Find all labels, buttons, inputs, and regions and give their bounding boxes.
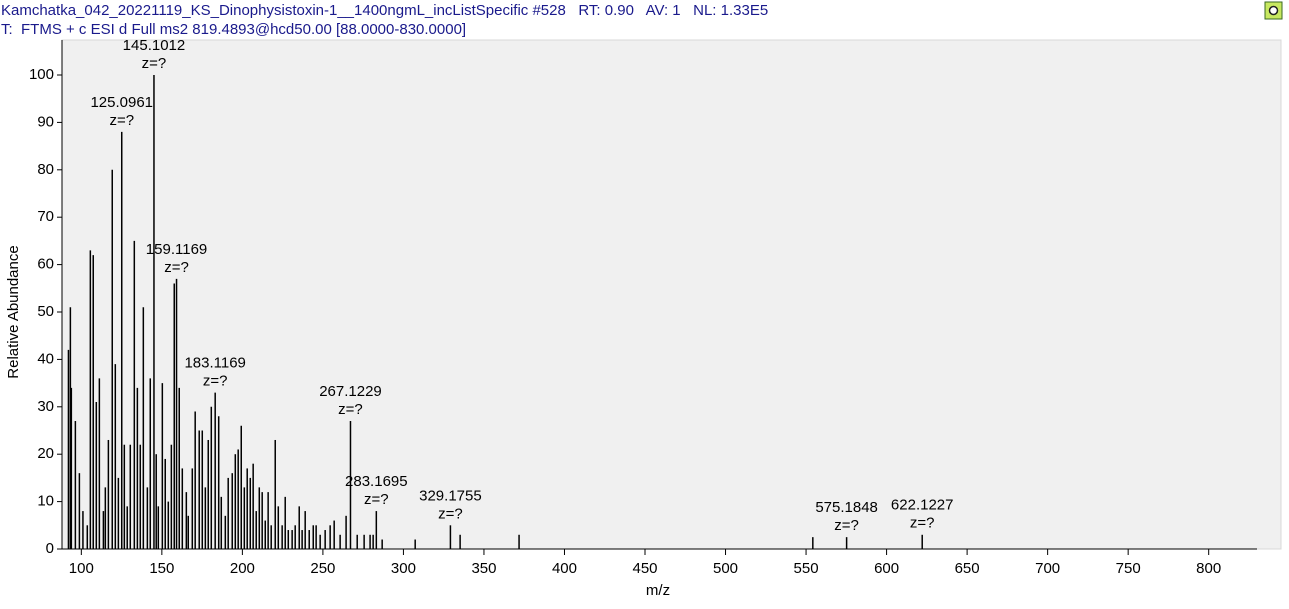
x-axis-label: m/z bbox=[646, 582, 670, 599]
peak-mz-label: 267.1229 bbox=[319, 383, 382, 400]
peak-charge-label: z=? bbox=[164, 259, 189, 276]
x-tick-label: 300 bbox=[391, 560, 416, 577]
x-tick-label: 250 bbox=[310, 560, 335, 577]
peak-mz-label: 283.1695 bbox=[345, 473, 408, 490]
y-tick-label: 60 bbox=[37, 256, 54, 273]
y-tick-label: 40 bbox=[37, 350, 54, 367]
y-tick-label: 30 bbox=[37, 398, 54, 415]
x-tick-label: 350 bbox=[471, 560, 496, 577]
x-tick-label: 150 bbox=[149, 560, 174, 577]
peak-charge-label: z=? bbox=[109, 112, 134, 129]
y-tick-label: 80 bbox=[37, 161, 54, 178]
peak-charge-label: z=? bbox=[910, 515, 935, 532]
peak-mz-label: 329.1755 bbox=[419, 487, 482, 504]
x-tick-label: 600 bbox=[874, 560, 899, 577]
peak-charge-label: z=? bbox=[203, 373, 228, 390]
peak-charge-label: z=? bbox=[834, 517, 859, 534]
x-tick-label: 750 bbox=[1116, 560, 1141, 577]
x-tick-label: 800 bbox=[1196, 560, 1221, 577]
peak-mz-label: 125.0961 bbox=[90, 94, 153, 111]
y-tick-label: 20 bbox=[37, 445, 54, 462]
peak-mz-label: 159.1169 bbox=[146, 241, 207, 258]
y-tick-label: 10 bbox=[37, 493, 54, 510]
y-tick-label: 70 bbox=[37, 208, 54, 225]
plot-area bbox=[61, 39, 1282, 550]
peak-mz-label: 145.1012 bbox=[123, 37, 186, 54]
y-tick-label: 90 bbox=[37, 113, 54, 130]
x-tick-label: 500 bbox=[713, 560, 738, 577]
peak-charge-label: z=? bbox=[438, 505, 463, 522]
x-tick-label: 450 bbox=[632, 560, 657, 577]
x-tick-label: 200 bbox=[230, 560, 255, 577]
x-tick-label: 700 bbox=[1035, 560, 1060, 577]
y-tick-label: 50 bbox=[37, 303, 54, 320]
y-axis-label: Relative Abundance bbox=[5, 245, 22, 378]
x-tick-label: 650 bbox=[955, 560, 980, 577]
peak-charge-label: z=? bbox=[364, 491, 389, 508]
peak-mz-label: 622.1227 bbox=[891, 497, 954, 514]
chart-subtitle: T: FTMS + c ESI d Full ms2 819.4893@hcd5… bbox=[1, 21, 466, 38]
pin-icon[interactable] bbox=[1264, 1, 1283, 20]
x-tick-label: 550 bbox=[794, 560, 819, 577]
x-tick-label: 100 bbox=[69, 560, 94, 577]
y-tick-label: 100 bbox=[29, 66, 54, 83]
y-tick-label: 0 bbox=[46, 540, 54, 557]
peak-mz-label: 183.1169 bbox=[184, 355, 245, 372]
chart-title: Kamchatka_042_20221119_KS_Dinophysistoxi… bbox=[1, 2, 768, 19]
peak-charge-label: z=? bbox=[338, 401, 363, 418]
peak-mz-label: 575.1848 bbox=[815, 499, 878, 516]
x-tick-label: 400 bbox=[552, 560, 577, 577]
peak-charge-label: z=? bbox=[142, 55, 167, 72]
